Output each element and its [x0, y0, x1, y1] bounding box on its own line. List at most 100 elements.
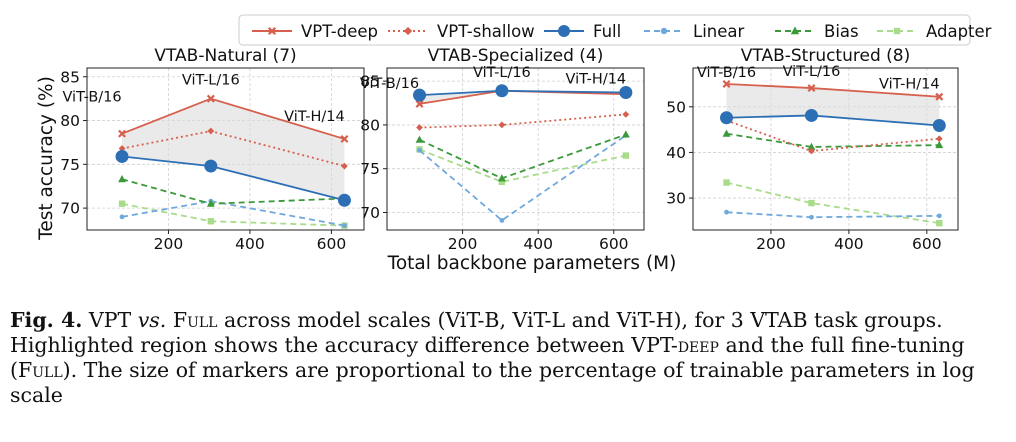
caption-full-1: Full: [172, 308, 218, 332]
axes-frame: [386, 67, 645, 231]
data-point: [207, 218, 215, 225]
caption-label: Fig. 4.: [10, 308, 83, 332]
data-point: [936, 213, 942, 219]
axes-frame: [86, 67, 365, 231]
x-axis-label: Total backbone parameters (M): [387, 253, 677, 274]
point-annotation: ViT-H/14: [284, 109, 345, 125]
series-line: [419, 113, 626, 129]
point-annotation: ViT-B/16: [697, 65, 756, 81]
data-point: [622, 152, 630, 159]
data-point: [936, 219, 943, 227]
data-point: [935, 92, 944, 101]
data-point: [807, 142, 816, 150]
data-point: [498, 178, 506, 186]
figure-caption: Fig. 4. VPT vs. Full across model scales…: [10, 308, 1006, 408]
legend-label: VPT-deep: [301, 22, 378, 41]
series-linear: [724, 209, 942, 220]
caption-text-4: ). The size of markers are proportional …: [10, 358, 975, 407]
y-tick-label: 75: [360, 160, 380, 178]
data-point: [720, 111, 734, 125]
legend-marker: [660, 27, 668, 35]
legend-marker: [558, 25, 570, 37]
series-line: [419, 148, 627, 183]
legend-label: Full: [593, 22, 621, 41]
data-point: [809, 214, 814, 220]
x-tick-label: 600: [912, 235, 942, 253]
data-point: [498, 121, 506, 129]
data-point: [935, 135, 943, 143]
series-full: [115, 149, 351, 207]
data-point: [808, 199, 815, 207]
chart-panel: 200 400 600 70 75 80 85 VTAB-Natural (7) ViT-B/1…: [60, 46, 365, 253]
series-line: [121, 202, 345, 227]
x-tick-label: 400: [834, 235, 864, 253]
data-point: [342, 223, 347, 229]
data-point: [622, 111, 630, 118]
legend-item: Bias: [775, 22, 859, 41]
data-point: [341, 162, 348, 170]
data-point: [416, 124, 423, 131]
data-point: [497, 174, 506, 182]
legend-label: Adapter: [926, 22, 992, 41]
point-annotation: ViT-L/16: [182, 73, 240, 89]
series-vpt-deep: [722, 79, 944, 101]
x-tick-label: 600: [317, 235, 347, 253]
caption-text-2: across model scales (ViT-B, ViT-L and Vi…: [10, 308, 943, 357]
point-annotation: ViT-B/16: [62, 90, 121, 106]
point-annotation: ViT-L/16: [473, 65, 531, 81]
data-point: [206, 94, 215, 103]
chart-panel: 200 400 600 30 40 50 VTAB-Structured (8)ViT-B/…: [666, 46, 959, 253]
series-linear: [417, 133, 629, 223]
x-tick-label: 400: [235, 235, 265, 253]
data-point: [619, 86, 633, 100]
series-line: [726, 211, 940, 219]
y-tick-label: 80: [360, 116, 380, 134]
series-vpt-shallow: [416, 111, 630, 131]
y-tick-label: 30: [666, 190, 686, 208]
y-tick-label: 40: [666, 144, 686, 162]
series-bias: [415, 130, 630, 182]
caption-text-3: and the full fine-tuning (: [10, 333, 965, 382]
legend-marker: [790, 26, 800, 35]
data-point: [337, 193, 351, 207]
data-point: [417, 147, 422, 153]
caption-text-1: VPT: [88, 308, 138, 332]
legend-item: VPT-deep: [252, 22, 378, 41]
highlight-region: [726, 83, 940, 126]
data-point: [118, 200, 126, 207]
data-point: [118, 129, 127, 138]
chart-panels: 200 400 600 70 75 80 85 VTAB-Natural (7) ViT-B/1…: [60, 46, 959, 253]
axes-frame: [692, 67, 959, 231]
data-point: [722, 79, 731, 88]
y-tick-label: 70: [360, 204, 380, 222]
panel-title: VTAB-Specialized (4): [428, 46, 604, 66]
legend-label: VPT-shallow: [437, 22, 535, 41]
data-point: [621, 130, 630, 138]
data-point: [207, 127, 215, 135]
series-line: [726, 132, 940, 148]
series-full: [413, 84, 633, 102]
data-point: [118, 175, 126, 183]
data-point: [932, 118, 946, 132]
y-tick-label: 85: [60, 68, 80, 86]
series-full: [720, 108, 946, 132]
x-tick-label: 200: [448, 235, 478, 253]
data-point: [413, 88, 427, 102]
legend-item: VPT-shallow: [388, 22, 535, 41]
data-point: [204, 159, 218, 173]
series-adapter: [416, 146, 630, 186]
legend-marker: [268, 27, 276, 35]
data-point: [340, 134, 349, 143]
legend-marker: [893, 27, 901, 35]
x-tick-label: 400: [523, 235, 553, 253]
series-line: [418, 134, 627, 222]
data-point: [723, 179, 730, 186]
panel-title: VTAB-Natural (7): [154, 46, 296, 66]
legend-item: Adapter: [877, 22, 992, 41]
legend: VPT-deep VPT-shallow Full Linear Bias Adapter: [238, 14, 992, 46]
data-point: [495, 84, 509, 98]
legend-box: [238, 14, 971, 46]
panel-title: VTAB-Structured (8): [741, 46, 910, 66]
y-tick-label: 75: [60, 156, 80, 174]
